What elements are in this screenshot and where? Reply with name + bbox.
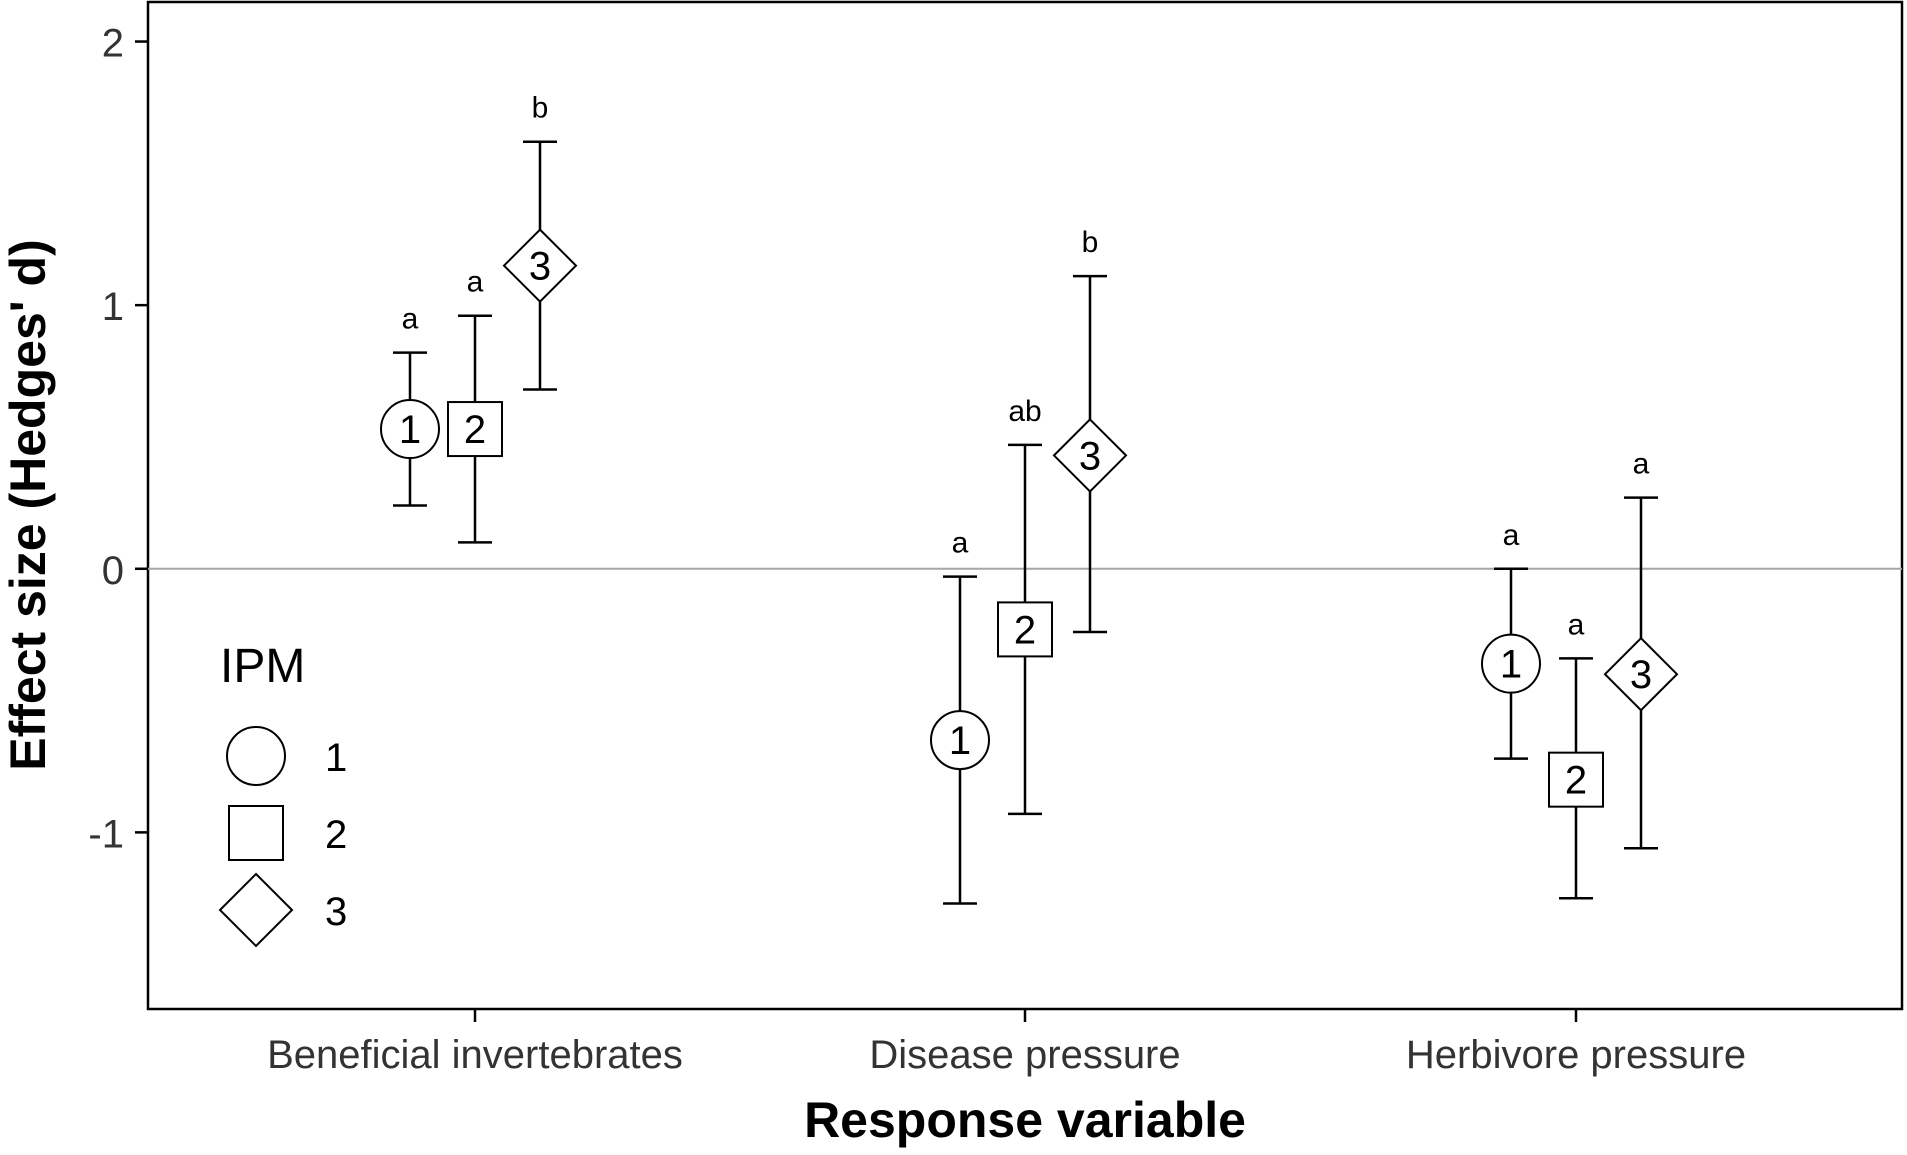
y-tick-label: 0 (102, 549, 124, 593)
diamond-marker (1603, 636, 1679, 712)
x-tick-label: Beneficial invertebrates (267, 1033, 683, 1077)
significance-label: b (532, 92, 549, 125)
square-marker (447, 401, 503, 458)
legend-item: 2 (228, 805, 347, 861)
significance-label: a (952, 527, 969, 560)
data-point: 2a (1548, 608, 1604, 900)
legend-item: 3 (218, 872, 347, 948)
significance-label: a (1568, 608, 1585, 641)
x-axis: Beneficial invertebrates Disease pressure… (267, 1009, 1746, 1077)
x-tick-label: Herbivore pressure (1406, 1033, 1746, 1077)
y-axis: 2 1 0 -1 (88, 22, 148, 856)
marker-label: 2 (464, 408, 486, 452)
circle-marker (930, 710, 990, 771)
data-point: 1a (930, 527, 990, 905)
square-marker (1548, 751, 1604, 808)
marker-label: 1 (399, 408, 421, 452)
diamond-marker (502, 228, 578, 304)
marker-label: 3 (529, 245, 551, 289)
marker-label: 3 (1079, 434, 1101, 478)
data-point: 2a (447, 266, 503, 544)
legend-label: 3 (325, 890, 347, 934)
data-point: 3b (502, 92, 578, 391)
circle-marker (380, 399, 440, 460)
x-axis-title: Response variable (804, 1092, 1246, 1148)
diamond-marker (218, 872, 294, 948)
y-tick-label: -1 (88, 812, 124, 856)
data-point: 1a (380, 303, 440, 507)
marker-label: 3 (1630, 653, 1652, 697)
diamond-marker (1052, 417, 1128, 493)
square-marker (997, 601, 1053, 658)
significance-label: a (1503, 519, 1520, 552)
marker-label: 1 (949, 719, 971, 763)
marker-label: 2 (1565, 759, 1587, 803)
y-tick-label: 1 (102, 285, 124, 329)
marker-label: 2 (1014, 608, 1036, 652)
legend-title: IPM (220, 640, 305, 693)
data-point: 2 ab (997, 395, 1053, 816)
y-axis-title: Effect size (Hedges' d) (0, 239, 56, 770)
legend-label: 1 (325, 736, 347, 780)
data-point: 3b (1052, 226, 1128, 634)
legend-label: 2 (325, 813, 347, 857)
x-tick-label: Disease pressure (869, 1033, 1180, 1077)
legend-item: 1 (226, 726, 347, 786)
y-tick-label: 2 (102, 22, 124, 66)
significance-label: ab (1008, 395, 1041, 428)
significance-label: b (1082, 226, 1099, 259)
marker-label: 1 (1500, 643, 1522, 687)
significance-label: a (467, 266, 484, 299)
data-point: 1a (1481, 519, 1541, 760)
data-point: 3a (1603, 448, 1679, 850)
circle-marker (226, 726, 286, 786)
significance-label: a (1633, 448, 1650, 481)
circle-marker (1481, 633, 1541, 694)
significance-label: a (402, 303, 419, 336)
legend: IPM 1 2 3 (218, 640, 347, 948)
square-marker (228, 805, 284, 861)
